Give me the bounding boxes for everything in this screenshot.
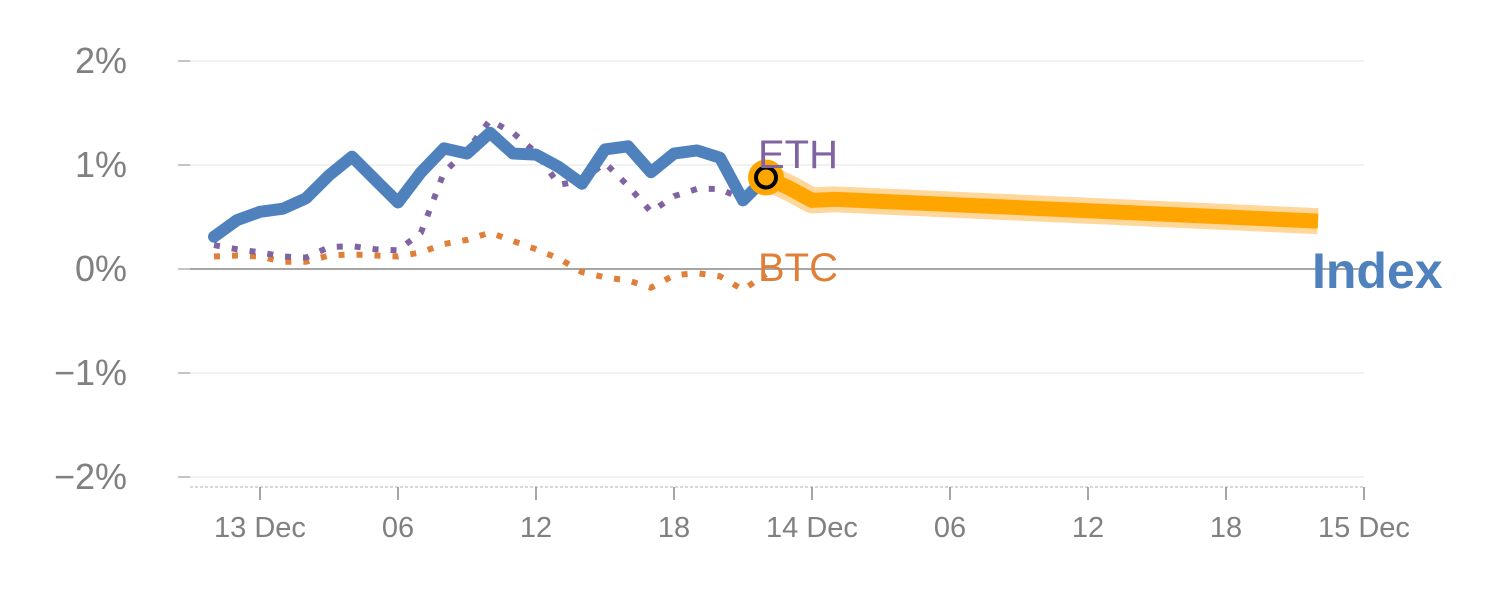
y-tick-label: 2% [75, 40, 127, 81]
btc-label: BTC [758, 246, 838, 290]
x-tick-label: 14 Dec [766, 512, 858, 544]
x-tick-label: 06 [934, 512, 966, 544]
x-axis: 13 Dec 06 12 18 14 Dec 06 12 18 15 Dec [190, 486, 1410, 544]
y-tick-label: 1% [75, 144, 127, 185]
x-tick-label: 18 [1210, 512, 1242, 544]
grid-lines [190, 60, 1364, 478]
btc-line [213, 229, 768, 293]
y-tick-label: −1% [54, 352, 127, 393]
index-label: Index [1312, 243, 1443, 299]
y-tick-label: −2% [54, 456, 127, 497]
x-tick-label: 06 [382, 512, 414, 544]
x-tick-label: 12 [520, 512, 552, 544]
y-tick-label: 0% [75, 248, 127, 289]
x-tick-label: 15 Dec [1318, 512, 1410, 544]
x-tick-label: 13 Dec [214, 512, 306, 544]
y-axis: 2% 1% 0% −1% −2% [54, 40, 190, 497]
current-point-ring [754, 165, 778, 190]
index-line [208, 126, 772, 243]
series-lines [208, 117, 1319, 293]
x-tick-label: 12 [1072, 512, 1104, 544]
eth-label: ETH [758, 133, 838, 177]
eth-line [213, 117, 769, 261]
x-tick-label: 18 [658, 512, 690, 544]
series-labels: ETH BTC Index [758, 133, 1443, 299]
